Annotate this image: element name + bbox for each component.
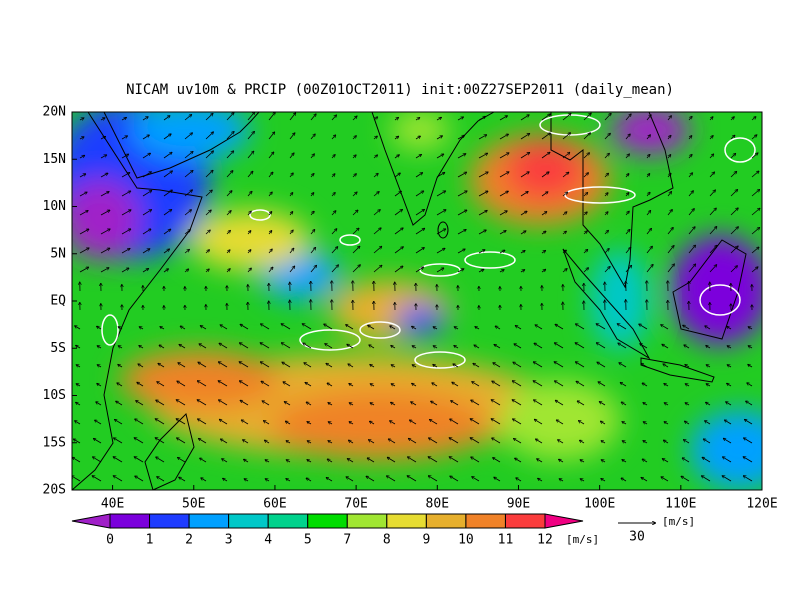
- colorbar-box: [189, 514, 229, 528]
- lon-label: 90E: [507, 497, 530, 512]
- colorbar-box: [426, 514, 466, 528]
- colorbar-label: 3: [225, 533, 233, 548]
- lon-label: 110E: [665, 497, 696, 512]
- colorbar-label: 9: [422, 533, 430, 548]
- colorbar-label: 2: [185, 533, 193, 548]
- colorbar-label: 1: [146, 533, 154, 548]
- colorbar-max-triangle: [545, 514, 583, 528]
- lon-label: 60E: [263, 497, 286, 512]
- lon-label: 120E: [746, 497, 777, 512]
- colorbar-label: 7: [343, 533, 351, 548]
- colorbar-label: 8: [383, 533, 391, 548]
- colorbar-min-triangle: [72, 514, 110, 528]
- colorbar-box: [466, 514, 506, 528]
- colorbar-label: 4: [264, 533, 272, 548]
- vector-key-value: 30: [629, 530, 645, 545]
- title: NICAM uv10m & PRCIP (00Z01OCT2011) init:…: [126, 82, 674, 98]
- lon-label: 70E: [344, 497, 367, 512]
- lat-label: 15N: [43, 152, 66, 167]
- wind-field: [50, 100, 790, 490]
- colorbar-label: 0: [106, 533, 114, 548]
- lon-label: 80E: [426, 497, 449, 512]
- colorbar-box: [229, 514, 269, 528]
- lat-label: 20N: [43, 105, 66, 120]
- colorbar-box: [150, 514, 190, 528]
- lat-label: 20S: [43, 483, 66, 498]
- colorbar-box: [110, 514, 150, 528]
- lat-label: 15S: [43, 435, 66, 450]
- colorbar-unit: [m/s]: [566, 533, 599, 546]
- colorbar-box: [308, 514, 348, 528]
- colorbar-box: [387, 514, 427, 528]
- vector-key-unit: [m/s]: [662, 515, 695, 528]
- lat-label: 10S: [43, 388, 66, 403]
- lon-label: 100E: [584, 497, 615, 512]
- lat-label: EQ: [50, 294, 66, 309]
- lon-label: 40E: [101, 497, 124, 512]
- colorbar-label: 11: [498, 533, 514, 548]
- colorbar-box: [347, 514, 387, 528]
- lat-label: 10N: [43, 199, 66, 214]
- colorbar-box: [268, 514, 308, 528]
- colorbar-label: 12: [537, 533, 553, 548]
- colorbar-label: 10: [458, 533, 474, 548]
- lat-label: 5N: [50, 246, 66, 261]
- colorbar-label: 5: [304, 533, 312, 548]
- lat-label: 5S: [50, 341, 66, 356]
- lon-label: 50E: [182, 497, 205, 512]
- colorbar-box: [505, 514, 545, 528]
